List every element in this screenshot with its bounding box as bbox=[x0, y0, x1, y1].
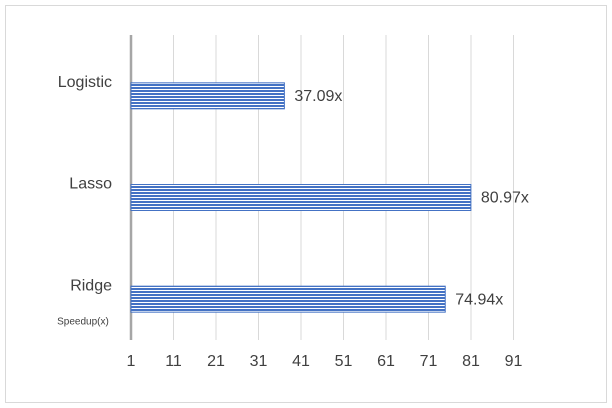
value-label: 80.97x bbox=[481, 190, 529, 207]
x-tick-label: 91 bbox=[505, 353, 523, 370]
x-tick-label: 51 bbox=[335, 353, 353, 370]
value-label: 37.09x bbox=[294, 88, 342, 105]
x-tick-label: 11 bbox=[165, 353, 182, 370]
x-tick-label: 1 bbox=[127, 353, 136, 370]
x-tick-label: 71 bbox=[420, 353, 438, 370]
y-tick-label: Logistic bbox=[58, 74, 112, 91]
bar bbox=[130, 184, 472, 211]
bar bbox=[130, 285, 446, 313]
y-tick-label: Ridge bbox=[70, 277, 112, 294]
x-tick-label: 61 bbox=[377, 353, 395, 370]
x-tick-label: 21 bbox=[207, 353, 225, 370]
y-tick-label: Lasso bbox=[69, 176, 112, 193]
value-label: 74.94x bbox=[455, 291, 503, 308]
x-tick-label: 81 bbox=[462, 353, 480, 370]
bar bbox=[130, 82, 285, 110]
x-tick-label: 41 bbox=[292, 353, 310, 370]
series-name: Speedup(x) bbox=[57, 317, 109, 328]
x-tick-label: 31 bbox=[250, 353, 268, 370]
